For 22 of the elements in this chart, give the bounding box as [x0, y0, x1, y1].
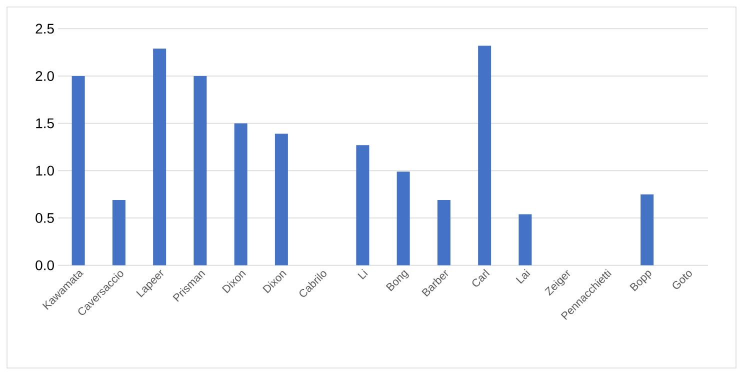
bar [640, 194, 654, 266]
bar [518, 214, 532, 266]
bar [396, 172, 410, 266]
x-tick-label: Li [358, 268, 368, 280]
y-tick-label: 2.5 [36, 24, 54, 34]
y-tick-label: 1.0 [36, 166, 54, 176]
bar [478, 46, 492, 266]
bar [437, 200, 450, 266]
bar [72, 76, 85, 266]
bar [234, 123, 248, 266]
bar [356, 145, 370, 266]
y-tick-label: 1.5 [36, 118, 54, 128]
bar [153, 48, 166, 266]
y-tick-label: 0.0 [36, 260, 54, 270]
bar [112, 200, 126, 266]
x-tick-label: Carl [472, 268, 490, 286]
x-tick-label: Lai [516, 268, 530, 284]
y-tick-label: 2.0 [36, 71, 54, 81]
y-tick-label: 0.5 [36, 213, 54, 223]
bar [274, 134, 288, 266]
x-tick-label: Goto [672, 270, 692, 289]
bar [194, 76, 207, 266]
